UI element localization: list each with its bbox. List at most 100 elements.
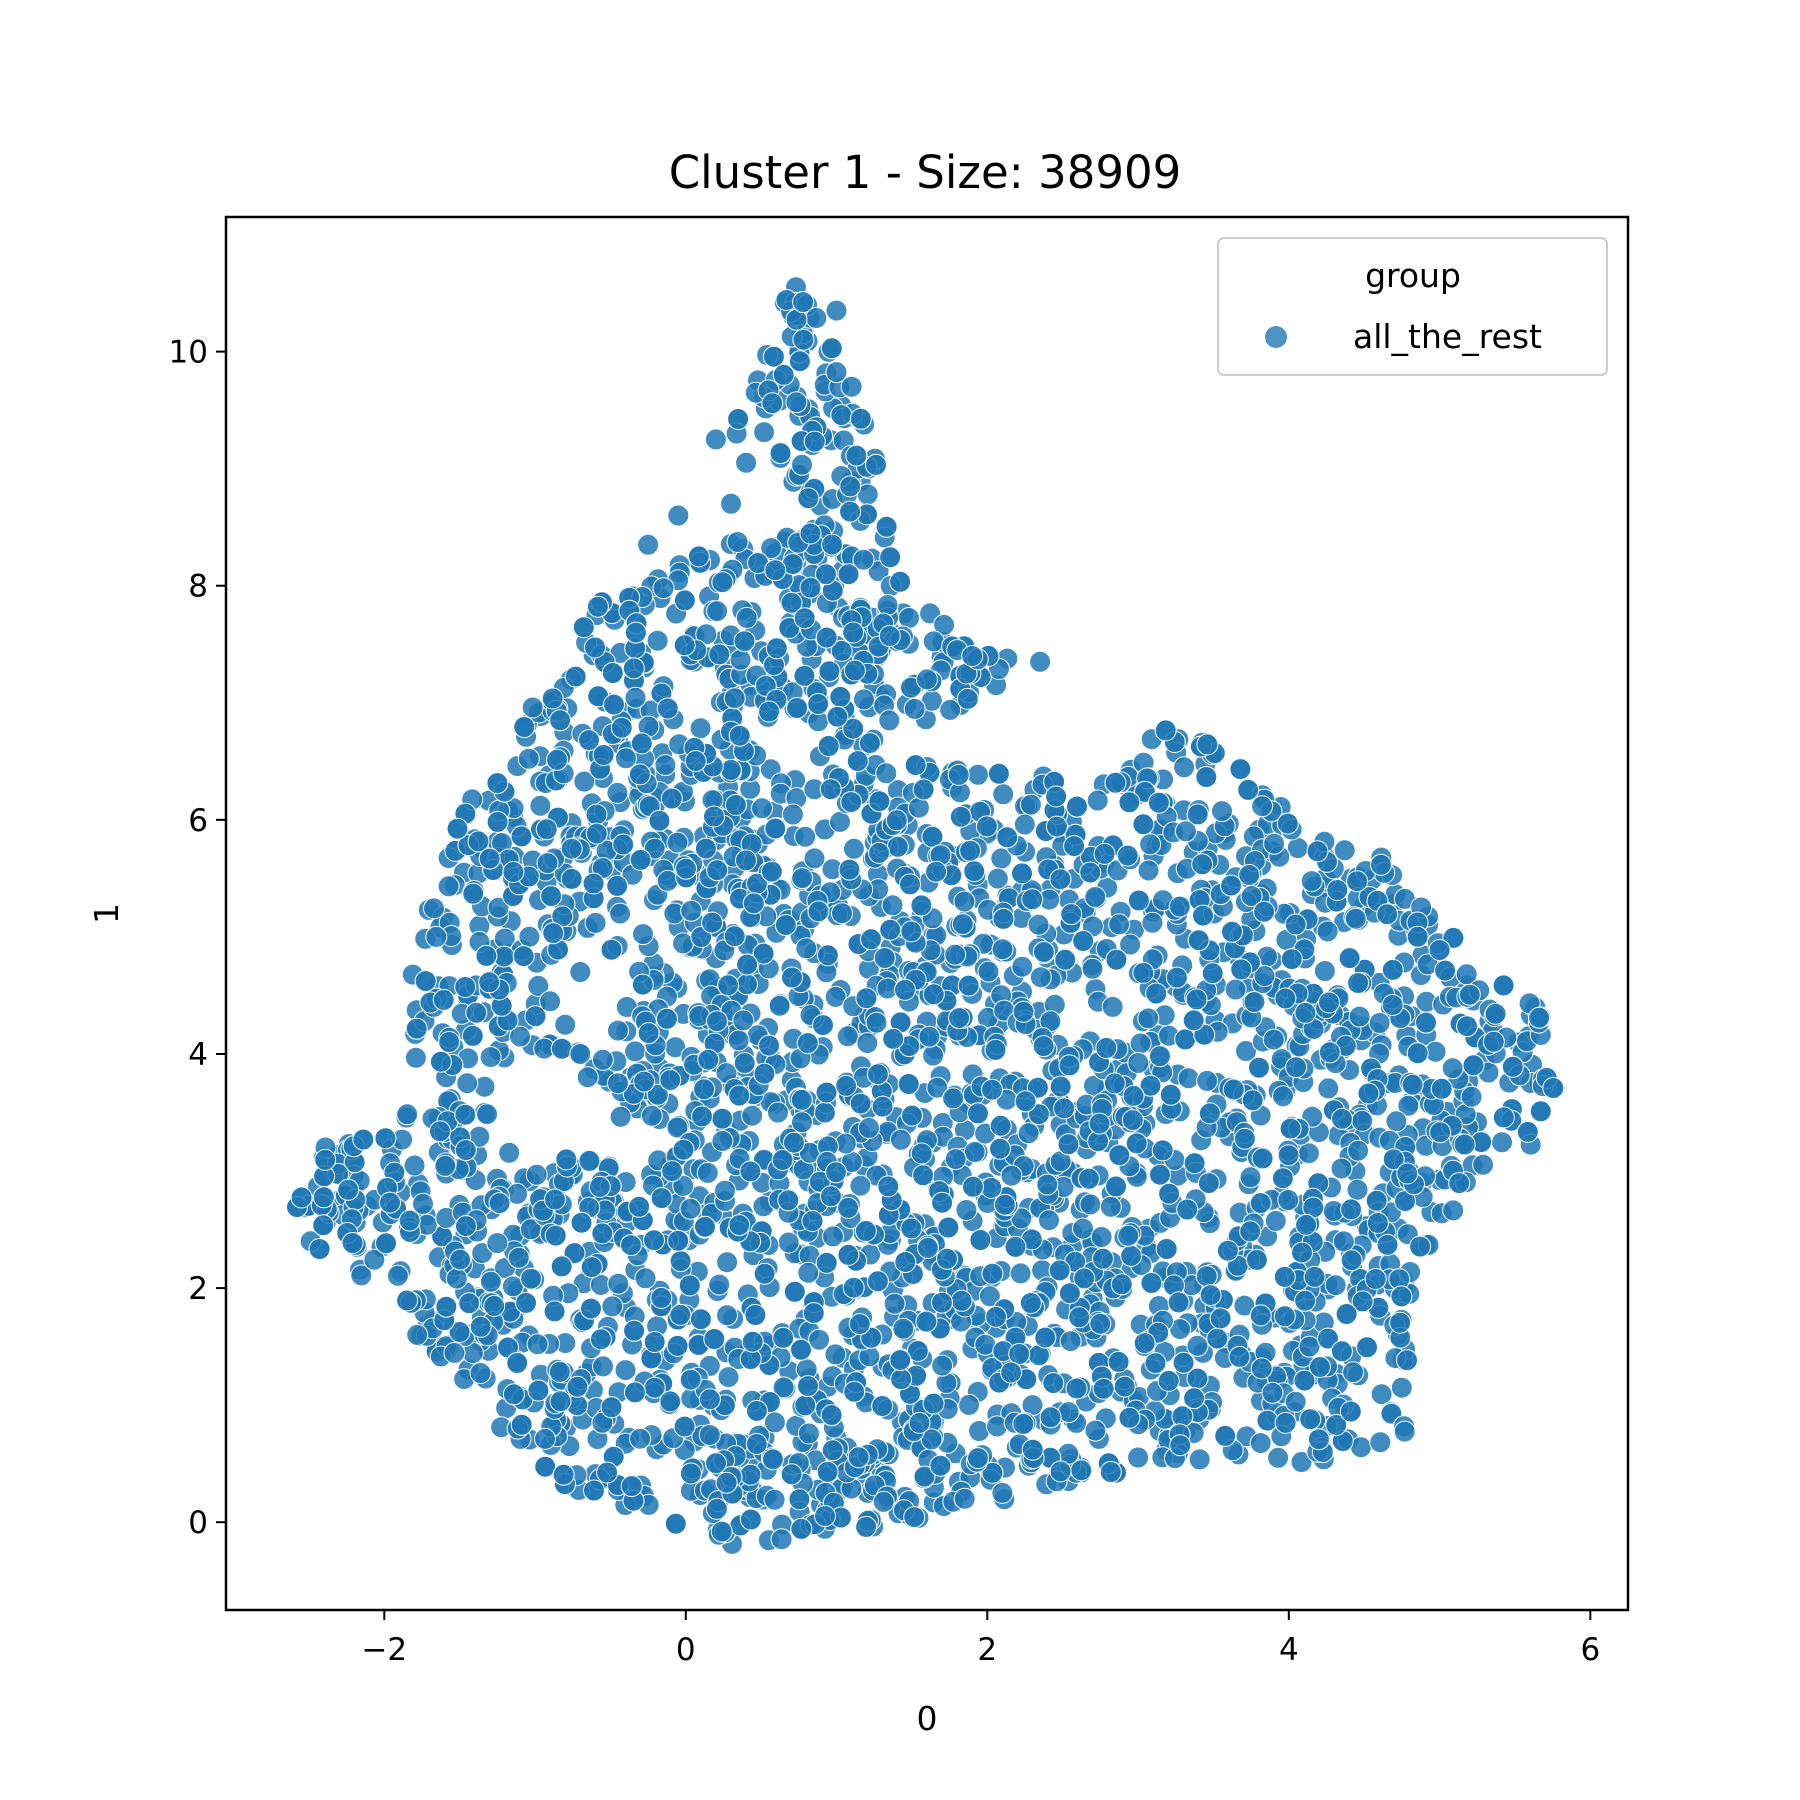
scatter-point [1139,833,1162,856]
scatter-point [875,762,898,785]
scatter-point [637,1022,660,1045]
scatter-point [1019,793,1042,816]
scatter-point [535,818,558,841]
scatter-point [1092,1377,1115,1400]
scatter-point [985,1305,1007,1328]
scatter-point [1183,1387,1206,1410]
scatter-point [955,1199,978,1221]
scatter-point [1108,913,1131,936]
scatter-point [840,375,863,398]
scatter-point [1032,940,1055,963]
scatter-point [1113,1375,1136,1398]
scatter-point [824,1343,847,1366]
scatter-point [736,953,759,976]
x-tick-label: 6 [1580,1632,1600,1668]
scatter-point [1103,1072,1126,1095]
scatter-point [520,1267,542,1290]
plot-area [286,276,1565,1555]
scatter-point [1216,1239,1239,1262]
scatter-point [1127,889,1150,912]
scatter-point [1241,1089,1264,1112]
scatter-point [549,709,572,732]
scatter-point [842,1276,865,1299]
scatter-point [572,616,595,639]
scatter-point [650,1187,673,1210]
scatter-point [821,533,844,556]
scatter-point [698,1388,721,1411]
scatter-point [1084,1419,1107,1442]
scatter-point [1390,1376,1413,1399]
scatter-point [412,1192,434,1215]
scatter-point [607,1019,629,1042]
scatter-point [1176,1198,1199,1221]
scatter-point [791,453,813,476]
scatter-point [735,451,758,474]
scatter-point [622,657,645,680]
scatter-point [564,665,587,688]
scatter-point [929,1454,952,1477]
scatter-point [728,1084,751,1107]
scatter-point [871,1395,894,1417]
scatter-point [829,685,852,708]
scatter-point [868,790,891,813]
scatter-point [883,1292,906,1315]
scatter-point [312,1186,335,1209]
scatter-point [462,882,485,905]
scatter-point [886,835,909,858]
scatter-point [1267,1446,1290,1469]
scatter-point [797,1422,820,1445]
scatter-point [341,1232,364,1254]
scatter-point [1137,1007,1160,1030]
scatter-point [455,1215,477,1238]
scatter-point [1154,719,1177,742]
scatter-point [772,363,795,386]
scatter-point [1453,1133,1476,1156]
scatter-point [963,1141,986,1163]
scatter-point [897,1073,920,1095]
scatter-point [872,1490,895,1513]
scatter-point [839,475,862,498]
scatter-point [437,875,460,898]
scatter-point [469,1315,492,1338]
scatter-point [1364,1268,1387,1290]
scatter-point [637,533,660,556]
scatter-point [454,1103,477,1126]
scatter-point [1045,785,1068,808]
scatter-point [1250,1357,1273,1380]
scatter-point [873,947,896,969]
scatter-point [1290,1451,1313,1473]
scatter-point [794,1394,817,1417]
scatter-point [764,817,787,840]
scatter-point [648,809,671,832]
scatter-point [1318,1041,1341,1064]
scatter-point [1291,1241,1313,1264]
scatter-point [1021,1438,1044,1461]
scatter-point [578,1149,601,1172]
scatter-point [646,629,669,652]
scatter-point [689,717,712,740]
scatter-point [1036,1173,1059,1196]
scatter-point [735,849,757,872]
scatter-point [885,809,908,832]
scatter-point [772,1326,795,1349]
scatter-point [799,522,822,545]
scatter-point [837,1243,860,1266]
scatter-point [624,1381,646,1404]
scatter-point [710,1520,733,1543]
scatter-point [1187,929,1210,952]
scatter-point [703,1328,726,1350]
scatter-point [957,974,980,997]
scatter-point [1356,1336,1378,1359]
scatter-point [951,913,974,936]
scatter-point [1049,868,1072,891]
scatter-point [845,444,868,467]
scatter-point [566,1375,589,1398]
legend-marker-all_the_rest [1265,326,1287,348]
scatter-point [1335,1303,1358,1325]
scatter-point [1139,1074,1162,1097]
scatter-point [792,291,815,314]
y-tick-label: 2 [188,1271,208,1307]
scatter-point [817,735,840,757]
scatter-point [650,1286,673,1309]
scatter-point [916,668,938,691]
